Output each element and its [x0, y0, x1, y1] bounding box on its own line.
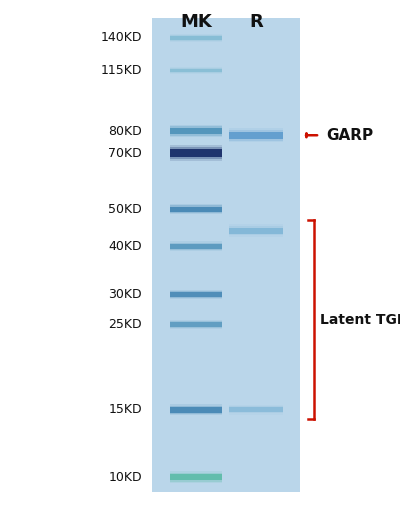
Bar [170, 406, 222, 414]
Bar [170, 149, 222, 158]
Bar [170, 206, 222, 213]
Bar [170, 407, 222, 413]
Text: 25KD: 25KD [108, 318, 142, 331]
Bar [229, 405, 283, 415]
Text: 140KD: 140KD [100, 31, 142, 44]
Text: Latent TGF beta: Latent TGF beta [320, 313, 400, 327]
Bar [229, 406, 283, 414]
Bar [170, 207, 222, 212]
Bar [152, 18, 300, 492]
Text: GARP: GARP [326, 128, 373, 143]
Bar [170, 147, 222, 160]
Bar [170, 128, 222, 134]
Bar [170, 242, 222, 250]
Bar [229, 228, 283, 234]
Bar [170, 36, 222, 40]
Bar [170, 145, 222, 162]
Bar [170, 321, 222, 328]
Bar [170, 474, 222, 480]
Text: 30KD: 30KD [108, 288, 142, 301]
Bar [229, 408, 283, 412]
Bar [229, 132, 283, 138]
Bar [170, 67, 222, 74]
Text: 80KD: 80KD [108, 125, 142, 137]
Bar [170, 126, 222, 135]
Bar [170, 291, 222, 298]
Bar [170, 35, 222, 41]
Text: 70KD: 70KD [108, 147, 142, 160]
Bar [229, 128, 283, 142]
Text: 50KD: 50KD [108, 203, 142, 216]
Text: MK: MK [180, 13, 212, 31]
Bar [229, 224, 283, 237]
Text: 40KD: 40KD [108, 240, 142, 253]
Bar [170, 125, 222, 137]
Bar [229, 226, 283, 235]
Bar [170, 290, 222, 299]
Bar [170, 320, 222, 329]
Bar [170, 292, 222, 296]
Bar [170, 473, 222, 482]
Bar [229, 130, 283, 140]
Bar [170, 471, 222, 483]
Text: R: R [249, 13, 263, 31]
Text: 15KD: 15KD [108, 403, 142, 416]
Bar [170, 404, 222, 415]
Text: 10KD: 10KD [108, 471, 142, 484]
Bar [170, 68, 222, 73]
Bar [170, 204, 222, 214]
Text: 115KD: 115KD [100, 64, 142, 77]
Bar [170, 322, 222, 327]
Bar [170, 244, 222, 249]
Bar [170, 241, 222, 251]
Bar [170, 34, 222, 42]
Bar [170, 69, 222, 72]
